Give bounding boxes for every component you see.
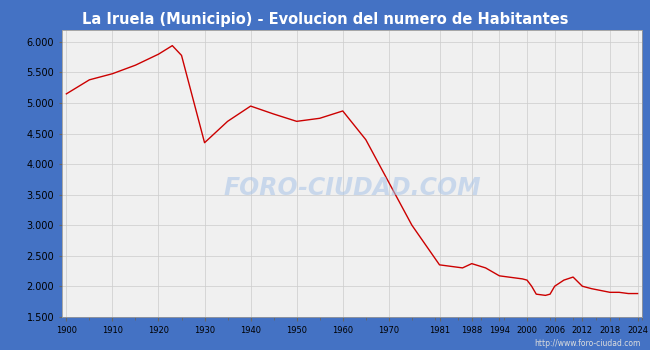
Text: FORO-CIUDAD.COM: FORO-CIUDAD.COM: [223, 176, 481, 199]
Text: http://www.foro-ciudad.com: http://www.foro-ciudad.com: [534, 339, 640, 348]
Text: La Iruela (Municipio) - Evolucion del numero de Habitantes: La Iruela (Municipio) - Evolucion del nu…: [82, 12, 568, 27]
